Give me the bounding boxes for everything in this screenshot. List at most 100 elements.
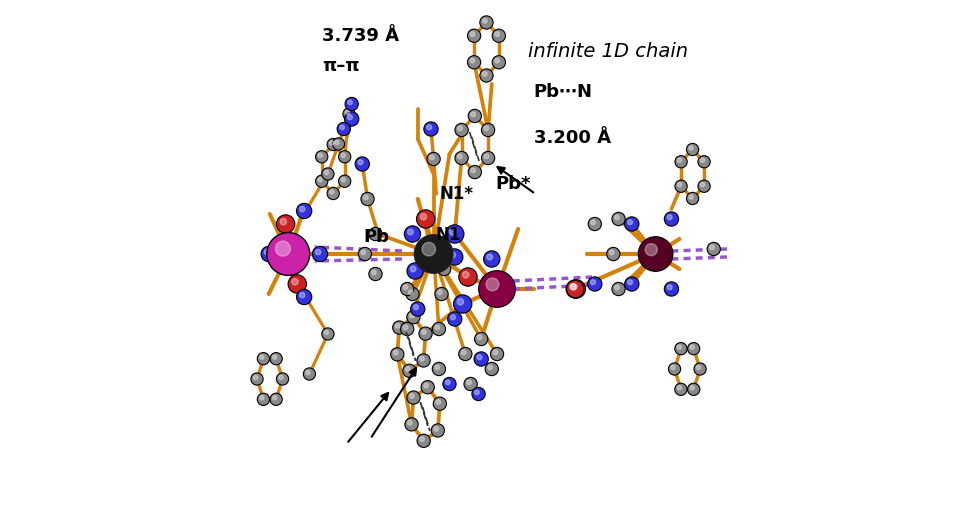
Circle shape [479, 271, 515, 308]
Circle shape [321, 328, 334, 341]
Circle shape [490, 348, 504, 361]
Circle shape [664, 282, 678, 297]
Circle shape [450, 229, 455, 236]
Circle shape [435, 288, 448, 301]
Circle shape [316, 151, 328, 163]
Circle shape [495, 33, 500, 37]
Circle shape [495, 59, 500, 64]
Circle shape [470, 59, 475, 64]
Circle shape [313, 247, 328, 262]
Circle shape [422, 330, 427, 334]
Circle shape [324, 331, 328, 335]
Circle shape [394, 351, 398, 355]
Text: Pb⋯N: Pb⋯N [534, 82, 593, 101]
Circle shape [318, 178, 322, 183]
Circle shape [424, 123, 438, 137]
Circle shape [677, 159, 681, 163]
Circle shape [588, 277, 602, 292]
Circle shape [409, 314, 414, 318]
Circle shape [422, 243, 435, 257]
Circle shape [435, 365, 440, 370]
Text: π–π: π–π [322, 57, 360, 75]
Circle shape [419, 327, 432, 341]
Circle shape [669, 363, 680, 375]
Circle shape [421, 381, 434, 394]
Circle shape [339, 151, 351, 163]
Circle shape [689, 147, 693, 151]
Circle shape [484, 155, 488, 159]
Circle shape [615, 286, 620, 290]
Circle shape [429, 156, 434, 160]
Circle shape [457, 299, 463, 305]
Circle shape [396, 324, 400, 329]
Circle shape [612, 283, 625, 296]
Circle shape [424, 383, 428, 388]
Circle shape [472, 388, 485, 401]
Circle shape [347, 116, 352, 121]
Circle shape [464, 378, 478, 391]
Circle shape [434, 427, 438, 431]
Circle shape [437, 263, 451, 276]
Circle shape [364, 195, 369, 200]
Circle shape [341, 154, 345, 158]
Circle shape [345, 98, 358, 111]
Circle shape [455, 152, 468, 165]
Circle shape [406, 288, 419, 301]
Circle shape [709, 245, 714, 250]
Circle shape [482, 152, 495, 165]
Circle shape [707, 243, 720, 256]
Circle shape [270, 353, 283, 365]
Circle shape [431, 424, 445, 437]
Circle shape [407, 263, 424, 279]
Circle shape [260, 355, 264, 359]
Circle shape [400, 323, 414, 336]
Circle shape [262, 247, 276, 262]
Circle shape [458, 348, 472, 361]
Circle shape [677, 345, 681, 350]
Circle shape [457, 127, 462, 131]
Circle shape [340, 126, 345, 130]
Circle shape [486, 278, 499, 291]
Circle shape [321, 168, 334, 181]
Circle shape [701, 183, 704, 187]
Circle shape [339, 176, 351, 188]
Circle shape [433, 397, 447, 410]
Circle shape [289, 275, 307, 294]
Circle shape [461, 350, 466, 355]
Circle shape [303, 368, 316, 380]
Circle shape [487, 254, 492, 260]
Circle shape [410, 267, 416, 272]
Circle shape [329, 142, 334, 146]
Circle shape [567, 280, 586, 299]
Circle shape [458, 268, 477, 287]
Text: Pb*: Pb* [495, 174, 531, 192]
Circle shape [405, 367, 410, 372]
Circle shape [591, 280, 595, 285]
Circle shape [306, 371, 310, 375]
Circle shape [566, 280, 585, 299]
Circle shape [403, 286, 408, 290]
Circle shape [448, 312, 462, 326]
Circle shape [697, 365, 701, 370]
Circle shape [280, 219, 287, 225]
Circle shape [341, 178, 345, 183]
Circle shape [275, 242, 290, 257]
Circle shape [347, 101, 352, 105]
Circle shape [687, 383, 700, 395]
Circle shape [470, 33, 475, 37]
Circle shape [686, 144, 699, 156]
Circle shape [411, 302, 425, 317]
Circle shape [327, 139, 340, 151]
Circle shape [484, 127, 488, 131]
Circle shape [435, 325, 440, 330]
Circle shape [467, 380, 471, 385]
Circle shape [276, 215, 295, 234]
Circle shape [417, 354, 430, 367]
Circle shape [493, 350, 498, 355]
Circle shape [471, 113, 476, 118]
Circle shape [477, 355, 482, 360]
Circle shape [296, 290, 312, 305]
Circle shape [468, 110, 482, 123]
Circle shape [468, 166, 482, 179]
Circle shape [627, 280, 632, 285]
